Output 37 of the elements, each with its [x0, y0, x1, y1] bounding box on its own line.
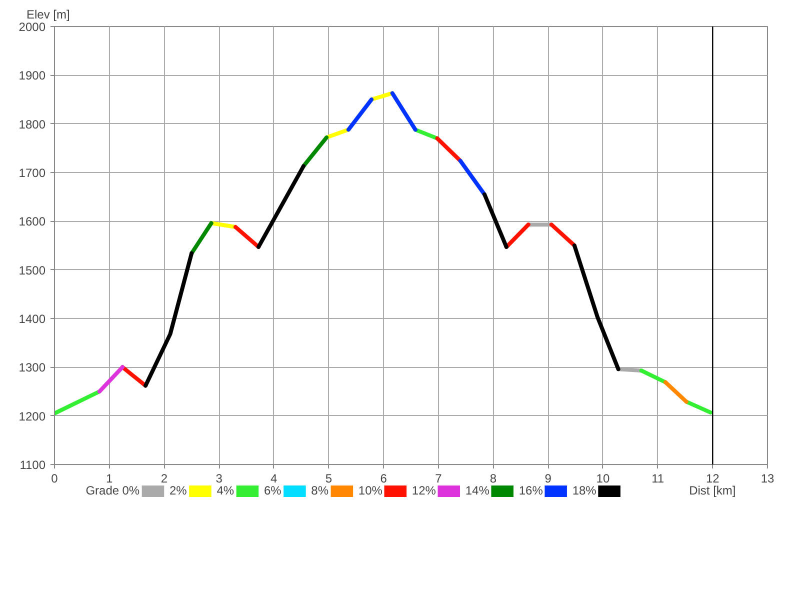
legend-label: 18% — [572, 484, 597, 498]
y-tick-label: 1400 — [18, 312, 46, 326]
y-tick-label: 1300 — [18, 360, 46, 375]
x-tick-label: 4 — [270, 472, 278, 486]
y-tick-label: 1200 — [18, 409, 46, 424]
legend-label: 0% — [122, 484, 140, 498]
x-tick-label: 6 — [380, 472, 388, 486]
y-tick-label: 1700 — [18, 166, 46, 180]
y-tick-label: 1100 — [20, 458, 46, 472]
legend-label: 4% — [216, 484, 234, 498]
y-tick-label: 2000 — [18, 20, 46, 34]
legend-label: 8% — [311, 484, 329, 498]
legend-title: Grade — [86, 484, 120, 498]
y-tick-label: 1800 — [18, 117, 46, 132]
legend-label: 6% — [264, 484, 282, 498]
x-tick-label: 10 — [596, 472, 610, 486]
x-tick-label: 2 — [160, 472, 168, 486]
x-tick-label: 12 — [706, 472, 720, 486]
x-tick-label: 0 — [51, 472, 58, 486]
y-tick-label: 1600 — [18, 214, 46, 229]
legend-label: 16% — [518, 484, 544, 498]
legend-label: 12% — [412, 484, 436, 498]
x-tick-label: 5 — [325, 472, 332, 486]
x-tick-label: 1 — [106, 472, 114, 486]
y-tick-label: 1500 — [18, 263, 46, 278]
legend-label: 2% — [169, 484, 188, 498]
legend-label: 14% — [465, 484, 490, 498]
x-tick-label: 3 — [216, 472, 223, 486]
x-axis-title: Dist [km] — [689, 484, 736, 498]
x-tick-label: 7 — [435, 472, 442, 486]
x-tick-label: 9 — [544, 472, 552, 486]
x-tick-label: 8 — [490, 472, 497, 486]
y-tick-label: 1900 — [18, 68, 46, 83]
x-tick-label: 13 — [760, 472, 774, 486]
x-tick-label: 11 — [652, 472, 664, 486]
y-axis-title: Elev [m] — [26, 8, 70, 22]
legend-label: 10% — [358, 484, 383, 498]
